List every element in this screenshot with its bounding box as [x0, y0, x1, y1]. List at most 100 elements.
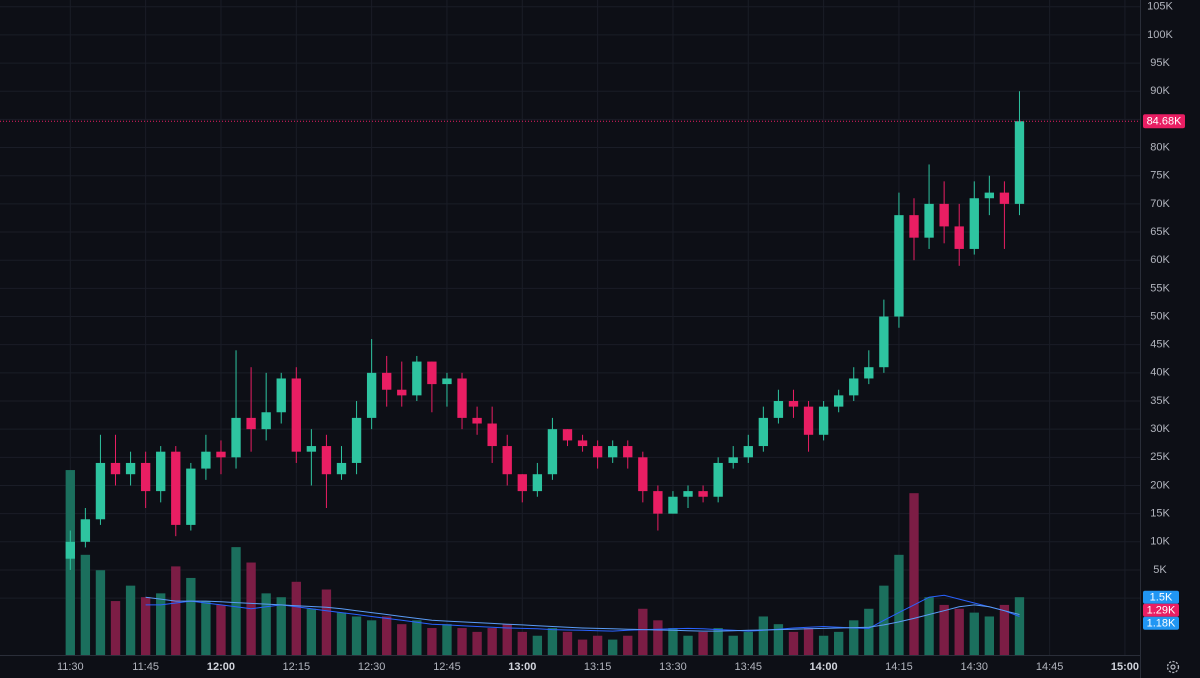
candle-body	[186, 468, 196, 525]
y-tick-label: 45K	[1150, 339, 1170, 351]
volume-ma-line	[145, 594, 1020, 632]
candle-body	[110, 462, 121, 475]
x-tick-label: 12:30	[358, 661, 386, 673]
volume-bar	[592, 635, 603, 655]
candle-body	[924, 203, 934, 238]
volume-bar	[939, 604, 949, 655]
y-tick-label: 70K	[1150, 198, 1170, 210]
settings-gear	[1166, 660, 1180, 674]
x-tick-label: 13:30	[659, 661, 687, 673]
y-tick-label: 95K	[1150, 57, 1170, 69]
x-tick-label: 13:45	[735, 661, 763, 673]
volume-bar	[261, 593, 271, 655]
y-tick-label: 35K	[1150, 395, 1170, 407]
candle-body	[683, 491, 693, 497]
candle-body	[894, 215, 904, 317]
volume-bar	[321, 589, 332, 655]
volume-bar	[984, 616, 995, 655]
volume-bar	[216, 604, 226, 655]
x-tick-label: 15:00	[1111, 661, 1139, 673]
candle-body	[487, 423, 497, 447]
candle-body	[261, 412, 271, 430]
candle-body	[442, 378, 452, 385]
candle-body	[668, 496, 678, 514]
candle-body	[336, 462, 347, 475]
volume-bar	[638, 608, 648, 655]
volume-bar	[954, 608, 964, 655]
volume-bar	[577, 639, 588, 655]
y-tick-label: 55K	[1150, 282, 1170, 294]
x-tick-label: 12:45	[433, 661, 461, 673]
volume-bar	[909, 493, 919, 655]
candle-body	[713, 462, 723, 497]
volume-bar	[713, 628, 723, 655]
volume-bar	[186, 577, 196, 655]
candle-body	[80, 519, 91, 542]
candle-body	[351, 417, 362, 463]
volume-bar	[683, 635, 693, 655]
y-tick-label: 5K	[1153, 564, 1167, 576]
candle-body	[412, 361, 422, 396]
candle-body	[864, 367, 874, 379]
candle-body	[397, 389, 407, 396]
volume-bar	[412, 620, 422, 655]
settings-icon[interactable]	[1166, 660, 1180, 674]
candle-body	[698, 491, 708, 497]
volume-bar	[803, 628, 814, 655]
volume-label: 1.5K	[1150, 592, 1173, 604]
candle-body	[818, 406, 829, 435]
candle-body	[728, 457, 738, 463]
candle-body	[969, 198, 979, 249]
volume-bar	[743, 631, 753, 655]
candle-body	[65, 541, 75, 559]
volume-bar	[517, 631, 527, 655]
candle-body	[306, 446, 317, 452]
volume-label-box	[1143, 590, 1179, 604]
volume-bar	[623, 635, 633, 655]
y-tick-label: 100K	[1147, 29, 1173, 41]
x-tick-label: 11:30	[57, 661, 84, 673]
candle-body	[95, 462, 106, 520]
candle-body	[276, 378, 286, 413]
volume-bar	[547, 628, 558, 655]
volume-bar	[95, 570, 106, 655]
candle-body	[125, 462, 136, 475]
candle-body	[984, 192, 995, 199]
candle-body	[517, 474, 527, 492]
y-tick-label: 80K	[1150, 141, 1170, 153]
y-tick-label: 75K	[1150, 170, 1170, 182]
y-tick-label: 60K	[1150, 254, 1170, 266]
volume-label: 1.29K	[1147, 605, 1176, 617]
volume-bar	[1014, 597, 1025, 655]
volume-label-box	[1143, 616, 1179, 630]
volume-bar	[336, 612, 347, 655]
volume-bar	[231, 547, 241, 655]
volume-bar	[276, 597, 286, 655]
volume-bar	[834, 631, 844, 655]
volume-bar	[80, 554, 91, 655]
y-tick-label: 90K	[1150, 85, 1170, 97]
volume-bar	[442, 624, 452, 655]
candle-body	[472, 417, 482, 424]
y-tick-label: 65K	[1150, 226, 1170, 238]
x-tick-label: 13:15	[584, 661, 612, 673]
x-tick-label: 13:00	[508, 661, 536, 673]
volume-bar	[351, 616, 362, 655]
candle-body	[140, 462, 151, 492]
candle-body	[592, 446, 603, 458]
candle-body	[457, 378, 467, 418]
volume-bar	[849, 620, 859, 655]
volume-bar	[562, 631, 573, 655]
candle-body	[623, 446, 633, 458]
candle-body	[788, 400, 799, 407]
candle-body	[834, 395, 844, 407]
y-tick-label: 105K	[1147, 1, 1173, 13]
volume-bar	[788, 631, 799, 655]
volume-bar	[382, 616, 392, 655]
candle-body	[532, 474, 543, 492]
candle-body	[743, 446, 753, 458]
volume-bar	[472, 631, 482, 655]
volume-bar	[457, 628, 467, 655]
volume-label-box	[1143, 603, 1179, 617]
